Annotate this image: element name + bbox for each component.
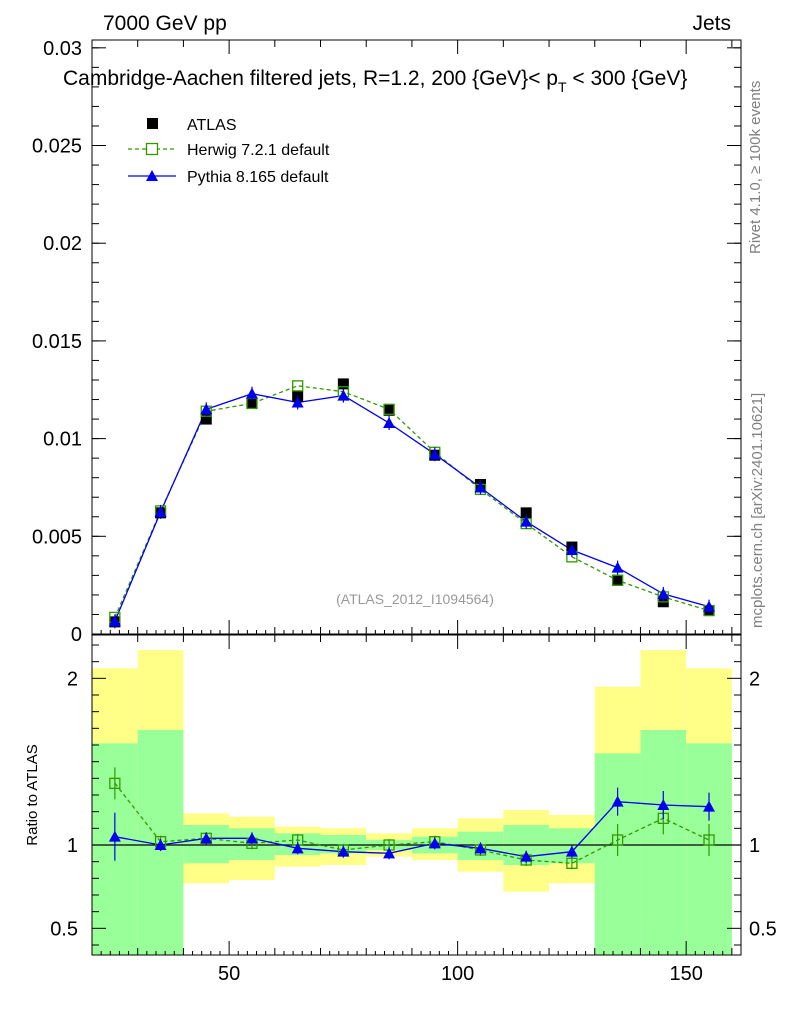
atlas-point bbox=[246, 397, 258, 409]
atlas-point bbox=[200, 413, 212, 425]
pythia-point bbox=[291, 396, 304, 408]
pythia-point bbox=[428, 448, 441, 460]
ratio-pythia-point bbox=[245, 832, 258, 844]
atlas-point bbox=[383, 404, 395, 416]
y-tick-label: 0.005 bbox=[32, 526, 82, 548]
legend-marker-atlas bbox=[147, 118, 158, 129]
ratio-pythia-point bbox=[520, 850, 533, 862]
y-tick-label: 0.025 bbox=[32, 136, 82, 158]
header-left: 7000 GeV pp bbox=[103, 12, 227, 35]
y-tick-label: 0.015 bbox=[32, 331, 82, 353]
herwig-point bbox=[611, 574, 624, 586]
pythia-point bbox=[154, 505, 167, 517]
ratio-y-tick-label: 2 bbox=[67, 668, 78, 690]
pythia-point bbox=[200, 403, 213, 415]
atlas-point bbox=[337, 378, 349, 390]
legend-label-herwig: Herwig 7.2.1 default bbox=[187, 142, 330, 159]
ratio-pythia-point bbox=[337, 845, 350, 857]
pythia-point bbox=[383, 416, 396, 428]
ratio-pythia-point bbox=[474, 842, 487, 854]
ratio-pythia-point bbox=[657, 799, 670, 810]
ratio-pythia-point bbox=[291, 842, 304, 854]
ratio-pythia-point bbox=[200, 832, 213, 844]
ratio-y-tick-label: 0.5 bbox=[50, 918, 78, 940]
legend-label-pythia: Pythia 8.165 default bbox=[187, 169, 329, 186]
main-panel: 0 0.005 0.01 0.015 0.02 0.025 0.03 bbox=[32, 38, 742, 646]
pythia-point bbox=[245, 387, 258, 399]
y-tick-label: 0.01 bbox=[43, 429, 82, 451]
pythia-point bbox=[611, 561, 624, 573]
x-tick-label: 100 bbox=[441, 963, 474, 985]
pythia-line bbox=[114, 393, 710, 622]
ratio-panel: 0.5 0.5 1 1 2 2 50 100 150 bbox=[50, 634, 777, 985]
ratio-pythia-point bbox=[383, 847, 396, 859]
x-tick-label: 150 bbox=[669, 963, 702, 985]
y-tick-label: 0.03 bbox=[43, 38, 82, 60]
ratio-pythia-line bbox=[114, 801, 710, 858]
watermark: (ATLAS_2012_I1094564) bbox=[336, 591, 494, 607]
herwig-line bbox=[114, 385, 710, 618]
legend-label-atlas: ATLAS bbox=[187, 117, 237, 134]
title-main: Cambridge-Aachen filtered jets, R=1.2, 2… bbox=[63, 67, 558, 90]
ratio-y-tick-label-right: 2 bbox=[749, 668, 760, 690]
ratio-y-tick-label-right: 0.5 bbox=[749, 918, 777, 940]
legend-marker-pythia bbox=[146, 170, 158, 181]
uncertainty-band-inner bbox=[640, 730, 687, 955]
ratio-herwig-line bbox=[114, 782, 710, 864]
atlas-point bbox=[520, 507, 532, 519]
y-tick-label: 0.02 bbox=[43, 233, 82, 255]
ratio-herwig-point bbox=[566, 857, 578, 869]
ratio-pythia-point bbox=[428, 837, 441, 849]
rivet-version-label: Rivet 4.1.0, ≥ 100k events bbox=[747, 81, 764, 254]
y-tick-label: 0 bbox=[71, 624, 82, 646]
ratio-pythia-point bbox=[108, 830, 121, 842]
legend-marker-herwig bbox=[145, 142, 159, 156]
plot-title: Cambridge-Aachen filtered jets, R=1.2, 2… bbox=[63, 67, 687, 95]
ratio-pythia-point bbox=[154, 839, 167, 850]
header-right: Jets bbox=[692, 12, 731, 35]
ratio-pythia-point bbox=[611, 795, 624, 807]
pythia-point bbox=[520, 515, 533, 527]
title-tail: < 300 {GeV} bbox=[567, 67, 688, 90]
mcplots-label: mcplots.cern.ch [arXiv:2401.10621] bbox=[749, 393, 766, 628]
herwig-point bbox=[383, 403, 395, 415]
pythia-point bbox=[703, 600, 716, 612]
pythia-point bbox=[337, 389, 350, 401]
ratio-pythia-point bbox=[703, 800, 716, 812]
legend: ATLAS Herwig 7.2.1 default Pythia 8.165 … bbox=[128, 117, 330, 186]
ratio-herwig-point bbox=[611, 834, 624, 846]
atlas-point bbox=[612, 574, 624, 586]
ratio-y-tick-label-right: 1 bbox=[749, 835, 760, 857]
ratio-y-tick-label: 1 bbox=[67, 835, 78, 857]
pythia-point bbox=[657, 587, 670, 599]
pythia-point bbox=[474, 481, 487, 493]
title-subscript: T bbox=[558, 79, 567, 95]
ratio-pythia-point bbox=[565, 845, 578, 857]
ratio-y-axis-label: Ratio to ATLAS bbox=[24, 744, 41, 845]
ratio-herwig-point bbox=[109, 777, 121, 789]
ratio-herwig-point bbox=[703, 834, 715, 846]
main-frame bbox=[91, 39, 742, 635]
pythia-point bbox=[108, 615, 121, 627]
x-tick-label: 50 bbox=[218, 963, 240, 985]
pythia-point bbox=[565, 543, 578, 555]
herwig-point bbox=[292, 380, 304, 392]
